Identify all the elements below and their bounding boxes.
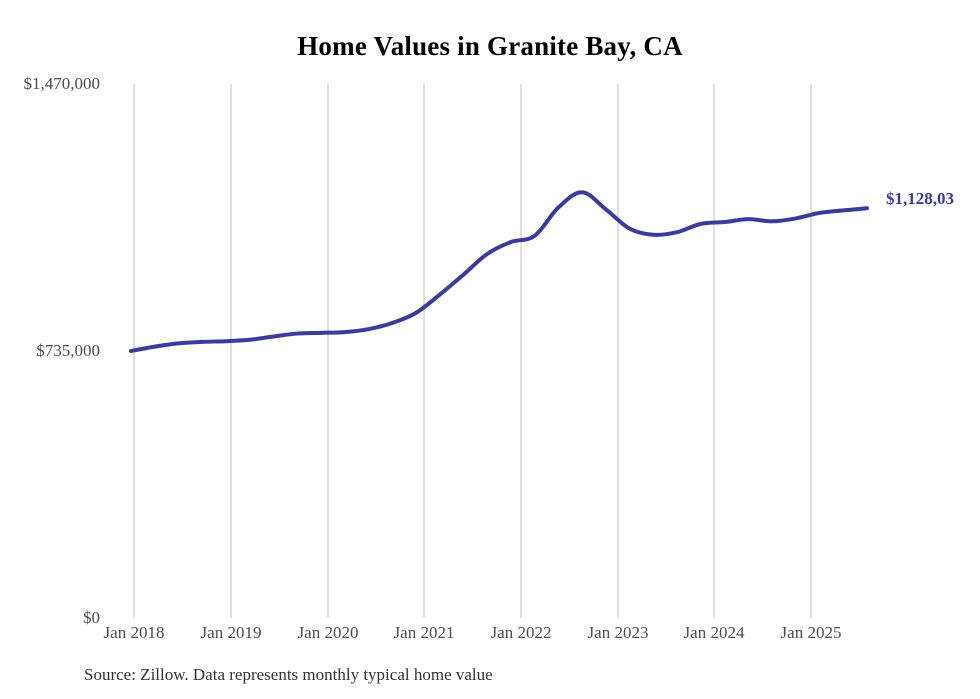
source-note: Source: Zillow. Data represents monthly …: [84, 665, 493, 684]
x-tick-label-jan-2018: Jan 2018: [103, 623, 165, 642]
x-tick-label-jan-2022: Jan 2022: [490, 623, 552, 642]
gridlines-vertical: [133, 84, 812, 618]
x-tick-label-jan-2020: Jan 2020: [297, 623, 359, 642]
y-tick-label-0: $0: [83, 608, 100, 627]
end-value-annotation: $1,128,03: [886, 189, 954, 208]
x-tick-label-jan-2023: Jan 2023: [587, 623, 649, 642]
x-tick-label-jan-2021: Jan 2021: [393, 623, 455, 642]
y-tick-label-735000: $735,000: [36, 341, 100, 360]
chart-title: Home Values in Granite Bay, CA: [297, 31, 683, 61]
data-line-typical-home-value: [129, 190, 869, 353]
x-tick-label-jan-2025: Jan 2025: [780, 623, 842, 642]
y-tick-label-1470000: $1,470,000: [23, 74, 101, 93]
x-tick-label-jan-2019: Jan 2019: [200, 623, 262, 642]
x-tick-label-jan-2024: Jan 2024: [683, 623, 745, 642]
